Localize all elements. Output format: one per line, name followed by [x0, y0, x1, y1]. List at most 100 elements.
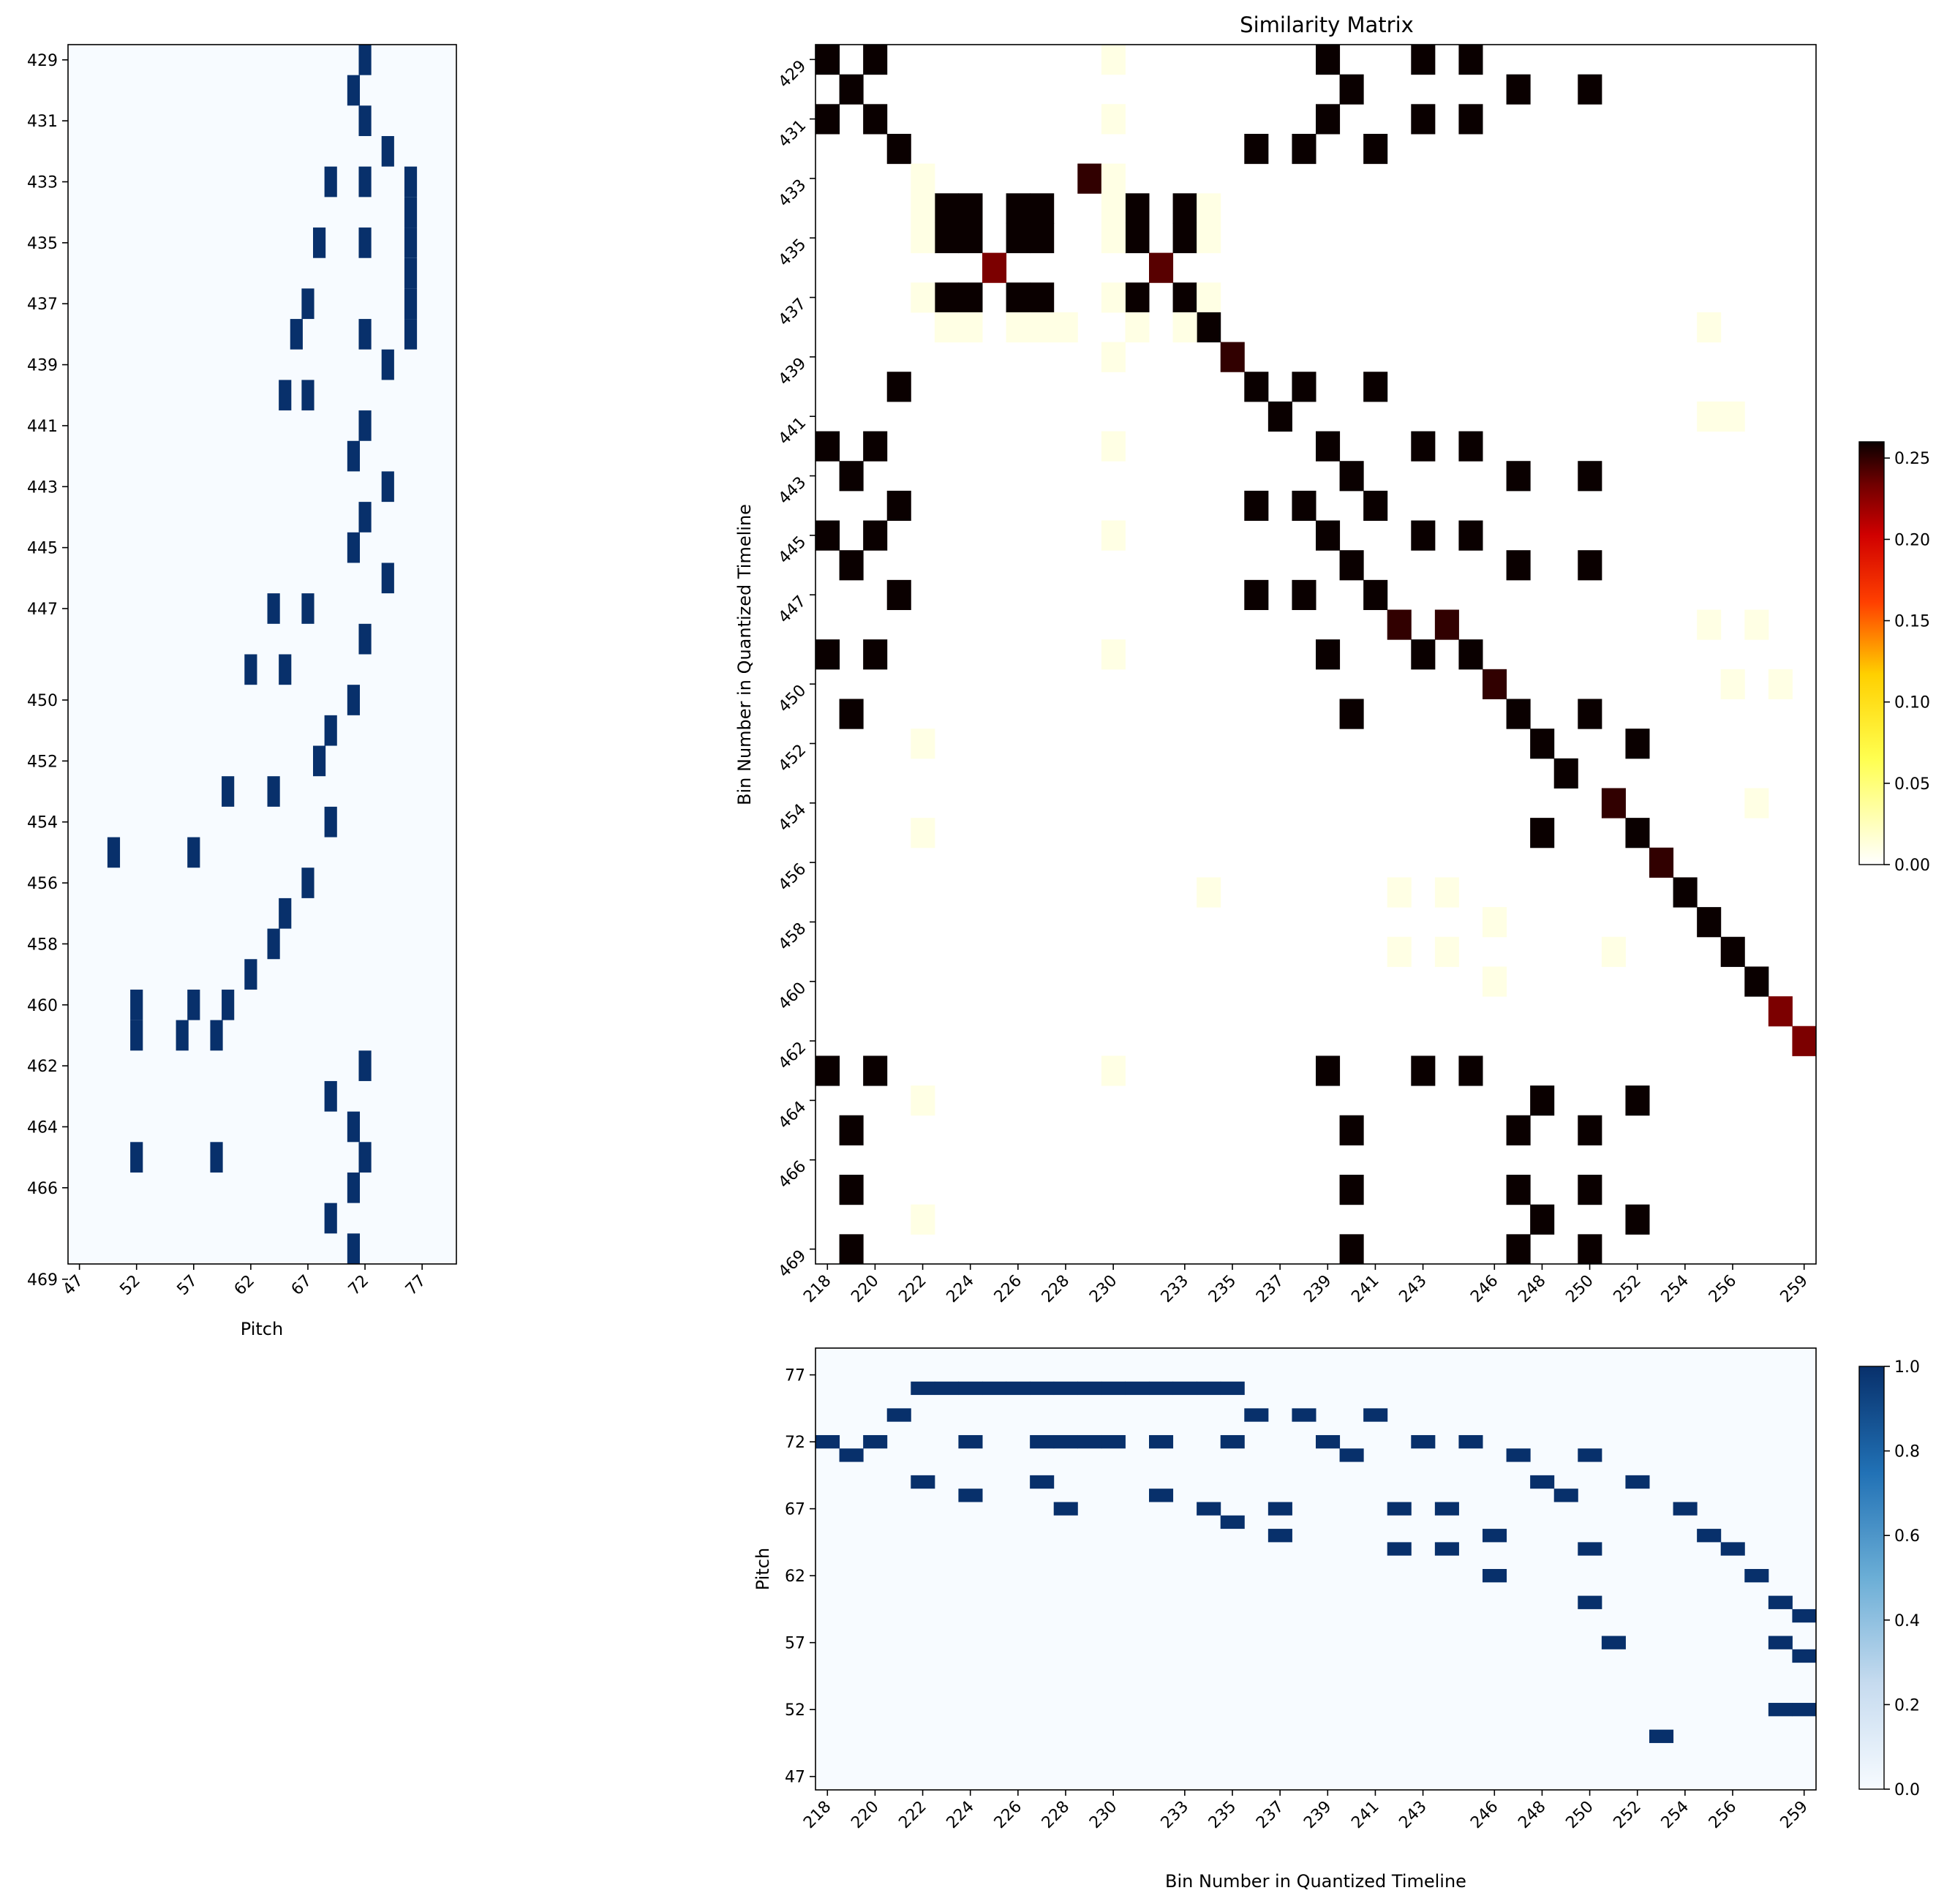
similarity-cell	[1744, 609, 1769, 640]
bottom-pianoroll-note-cell	[1197, 1381, 1221, 1396]
left-y-tick-label: 441	[27, 418, 58, 436]
left-pianoroll-note-cell	[279, 380, 292, 411]
similarity-cell	[1387, 609, 1412, 640]
similarity-cell	[1316, 431, 1341, 462]
bottom-x-tick-label: 233	[1158, 1798, 1192, 1832]
bottom-pianoroll-note-cell	[1125, 1381, 1150, 1396]
similarity-cell	[1053, 312, 1078, 343]
left-pianoroll-note-cell	[324, 166, 337, 197]
similarity-y-tick-label: 454	[775, 800, 810, 835]
left-pianoroll-note-cell	[324, 806, 337, 838]
left-pianoroll-note-cell	[324, 715, 337, 746]
similarity-colorbar-tick-label: 0.00	[1894, 857, 1930, 875]
bottom-pianoroll-note-cell	[1483, 1529, 1507, 1543]
left-pianoroll-note-cell	[313, 745, 326, 777]
similarity-cell	[1172, 282, 1197, 313]
left-pianoroll-note-cell	[130, 1020, 143, 1051]
bottom-pianoroll-note-cell	[911, 1475, 935, 1489]
similarity-cell	[1458, 1056, 1483, 1086]
left-y-tick-label: 447	[27, 601, 58, 619]
left-pianoroll-note-cell	[244, 959, 257, 990]
similarity-cell	[1720, 401, 1745, 432]
bottom-pianoroll-note-cell	[886, 1408, 911, 1422]
bottom-colorbar-tick-label: 0.8	[1894, 1443, 1920, 1461]
left-pianoroll-note-cell	[347, 1172, 361, 1203]
similarity-colorbar-tick-label: 0.10	[1894, 694, 1930, 712]
left-pianoroll-note-cell	[267, 928, 280, 960]
left-pianoroll-note-cell	[187, 837, 200, 868]
left-pianoroll-note-cell	[301, 868, 314, 898]
similarity-cell	[1411, 45, 1436, 75]
similarity-cell	[1625, 818, 1650, 848]
similarity-matrix-x-ticks: 218 220 222 224 226 228 230 233 235 237 239 241 243 2…	[800, 1264, 1812, 1306]
similarity-cell	[886, 579, 911, 611]
left-x-tick-label: 67	[288, 1272, 315, 1299]
left-y-tick-label: 435	[27, 235, 58, 253]
bottom-pianoroll-note-cell	[982, 1381, 1007, 1396]
similarity-cell	[1172, 193, 1197, 224]
similarity-cell	[1244, 579, 1269, 611]
similarity-cell	[911, 1085, 935, 1116]
left-pianoroll-note-cell	[301, 288, 314, 320]
similarity-cell	[839, 550, 864, 581]
similarity-cell	[1292, 579, 1316, 611]
similarity-cell	[1387, 936, 1412, 967]
left-pianoroll-note-cell	[358, 502, 372, 533]
similarity-cell	[1125, 222, 1150, 254]
left-y-tick-label: 443	[27, 478, 58, 497]
bottom-pianoroll-note-cell	[1697, 1529, 1722, 1543]
bottom-pianoroll-note-cell	[1053, 1434, 1078, 1449]
similarity-cell	[1411, 639, 1436, 670]
bottom-pianoroll-note-cell	[1292, 1408, 1316, 1422]
similarity-cell	[958, 193, 983, 224]
bottom-pianoroll-note-cell	[1220, 1515, 1245, 1529]
similarity-cell	[815, 520, 840, 551]
similarity-cell	[1339, 699, 1364, 729]
similarity-cell	[1792, 1026, 1817, 1056]
left-y-tick-label: 469	[27, 1271, 58, 1290]
bottom-x-tick-label: 220	[848, 1798, 882, 1832]
similarity-cell	[839, 699, 864, 729]
left-y-tick-label: 429	[27, 52, 58, 70]
similarity-y-tick-label: 469	[775, 1246, 810, 1281]
left-pianoroll-note-cell	[267, 776, 280, 807]
bottom-pianoroll-note-cell	[1625, 1475, 1650, 1489]
left-pianoroll-panel: 47 52 57 62 67 72 77 4294314334354374394414434…	[27, 44, 457, 1339]
similarity-cell	[1101, 104, 1126, 135]
similarity-cell	[1172, 222, 1197, 254]
similarity-cell	[1339, 461, 1364, 492]
similarity-cell	[911, 222, 935, 254]
bottom-pianoroll-note-cell	[1720, 1542, 1745, 1556]
similarity-cell	[934, 282, 959, 313]
bottom-x-tick-label: 259	[1777, 1798, 1812, 1832]
similarity-cell	[863, 639, 888, 670]
left-pianoroll-note-cell	[279, 654, 292, 685]
bottom-pianoroll-note-cell	[934, 1381, 959, 1396]
similarity-cell	[1649, 847, 1674, 878]
left-x-tick-label: 77	[402, 1272, 429, 1299]
bottom-x-tick-label: 252	[1611, 1798, 1645, 1832]
left-pianoroll-note-cell	[358, 166, 372, 197]
bottom-pianoroll-note-cell	[1673, 1502, 1698, 1516]
similarity-y-tick-label: 433	[775, 176, 810, 211]
similarity-y-tick-label: 450	[775, 682, 810, 716]
bottom-pianoroll-note-cell	[1006, 1381, 1031, 1396]
bottom-x-tick-label: 228	[1039, 1798, 1073, 1832]
similarity-x-tick-label: 226	[991, 1272, 1025, 1306]
similarity-cell	[1387, 877, 1412, 908]
similarity-x-tick-label: 252	[1611, 1272, 1645, 1306]
left-pianoroll-note-cell	[244, 654, 257, 685]
bottom-pianoroll-note-cell	[1101, 1434, 1126, 1449]
similarity-cell	[1625, 1204, 1650, 1235]
similarity-cell	[1220, 342, 1245, 372]
bottom-colorbar-tick-label: 1.0	[1894, 1358, 1920, 1377]
similarity-matrix-panel: Similarity Matrix 218 220 222 224 226 228 230 2…	[734, 12, 1930, 1306]
left-pianoroll-note-cell	[347, 75, 361, 106]
left-x-tick-label: 72	[345, 1272, 372, 1299]
bottom-pianoroll-note-cell	[958, 1381, 983, 1396]
left-pianoroll-note-cell	[404, 227, 418, 258]
similarity-cell	[911, 818, 935, 848]
left-y-tick-label: 452	[27, 753, 58, 771]
left-pianoroll-note-cell	[279, 898, 292, 929]
